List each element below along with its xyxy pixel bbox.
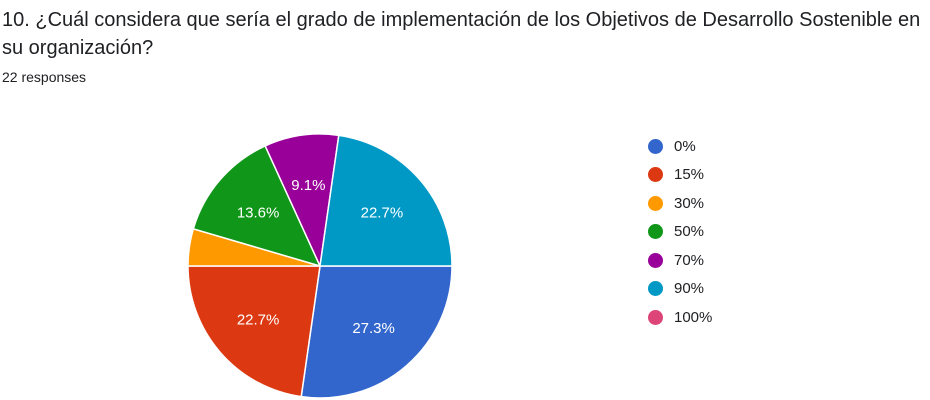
legend-swatch-icon bbox=[648, 252, 663, 268]
response-count: 22 responses bbox=[2, 69, 87, 85]
legend-item-0pct[interactable]: 0% bbox=[648, 132, 712, 161]
legend-label: 0% bbox=[674, 137, 696, 155]
legend-swatch-icon bbox=[648, 309, 663, 325]
legend-label: 90% bbox=[674, 280, 705, 298]
pie-label-0pct: 27.3% bbox=[352, 320, 395, 337]
legend-label: 100% bbox=[674, 308, 713, 326]
legend-swatch-icon bbox=[648, 281, 663, 297]
legend-label: 50% bbox=[674, 223, 705, 241]
pie-slice-50pct[interactable] bbox=[192, 144, 322, 268]
legend-label: 30% bbox=[674, 194, 705, 212]
legend-item-70pct[interactable]: 70% bbox=[648, 246, 712, 275]
legend-label: 15% bbox=[674, 166, 705, 184]
pie-label-90pct: 22.7% bbox=[361, 204, 404, 221]
legend-item-15pct[interactable]: 15% bbox=[648, 161, 712, 190]
legend-swatch-icon bbox=[648, 138, 663, 154]
legend-swatch-icon bbox=[648, 224, 663, 240]
pie-label-50pct: 13.6% bbox=[237, 204, 280, 221]
pie-slice-15pct[interactable] bbox=[187, 265, 321, 398]
legend-swatch-icon bbox=[648, 195, 663, 211]
legend-item-90pct[interactable]: 90% bbox=[648, 275, 712, 304]
legend-item-50pct[interactable]: 50% bbox=[648, 218, 712, 247]
legend-label: 70% bbox=[674, 251, 705, 269]
chart-legend: 0% 15% 30% 50% 70% 90% 100% bbox=[648, 132, 712, 332]
pie-slice-90pct[interactable] bbox=[319, 134, 453, 267]
question-title: 10. ¿Cuál considera que sería el grado d… bbox=[2, 9, 921, 59]
pie-slice-0pct[interactable] bbox=[300, 265, 453, 399]
legend-swatch-icon bbox=[648, 167, 663, 183]
legend-item-100pct[interactable]: 100% bbox=[648, 303, 712, 332]
pie-label-15pct: 22.7% bbox=[237, 312, 280, 329]
legend-item-30pct[interactable]: 30% bbox=[648, 189, 712, 218]
pie-label-70pct: 9.1% bbox=[291, 177, 325, 194]
